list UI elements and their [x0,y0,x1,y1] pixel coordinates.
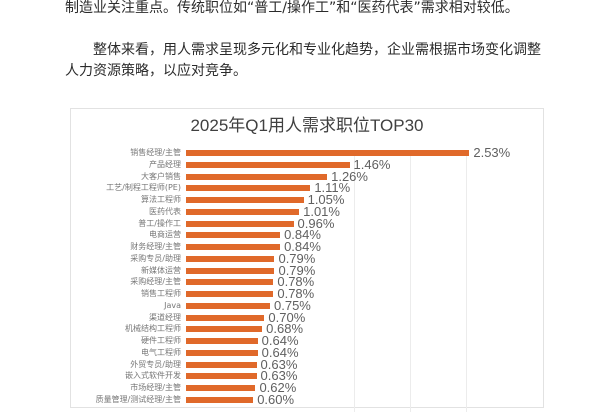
bar-row: 采购经理/主管 0.78% [70,274,544,290]
bar-value-label: 0.63% [260,356,298,372]
bar-category-label: 工艺/制程工程师(PE) [106,183,181,193]
bar [186,255,275,262]
bar-category-label: 普工/操作工 [138,218,181,228]
chart-card [70,108,544,408]
bar-category-label: 渠道经理 [149,312,181,322]
bar-row: 电商运营 0.84% [70,227,544,243]
bar-row: 销售工程师 0.78% [70,286,544,301]
bar-row: 电气工程师 0.64% [70,344,544,360]
bar-category-label: 外贸专员/助理 [130,359,181,369]
bar-value-label: 0.78% [277,274,315,290]
bar-category-label: 硬件工程师 [141,336,181,345]
bar-category-label: 产品经理 [149,159,181,169]
bar-category-label: 市场经理/主管 [130,383,181,392]
bar-category-label: 采购经理/主管 [130,277,181,287]
bar-value-label: 0.79% [278,250,316,266]
article-paragraph-1: 制造业关注重点。传统职位如“普工/操作工”和“医药代表”需求相对较低。 [65,0,519,16]
bar [186,197,304,203]
bar-row: 医药代表 1.01% [70,203,544,219]
bar [186,150,470,156]
bar-row: 外贸专员/助理 0.63% [70,356,544,372]
bar [186,302,270,309]
bar-value-label: 1.01% [303,203,340,219]
bar [186,373,257,380]
bar [186,291,274,297]
bar-row: 嵌入式软件开发 0.63% [70,368,544,384]
bar [186,232,281,239]
bar-value-label: 0.70% [268,309,306,325]
bar-category-label: 嵌入式软件开发 [125,371,181,381]
bar-value-label: 0.68% [266,321,304,337]
bar [186,349,258,356]
bar-row: 普工/操作工 0.96% [70,215,544,231]
bar-category-label: 销售工程师 [141,289,181,298]
bar-category-label: Java [164,300,181,310]
bar-category-label: 电气工程师 [141,347,181,357]
bar-row: 产品经理 1.46% [70,156,544,172]
bar-category-label: 采购专员/助理 [130,253,181,263]
bar [186,220,294,227]
gridline [466,152,467,412]
bar-category-label: 销售经理/主管 [130,148,181,157]
chart-title: 2025年Q1用人需求职位TOP30 [190,116,424,135]
bar [186,338,258,344]
bar-value-label: 2.53% [473,145,511,160]
bar-value-label: 1.11% [314,180,351,196]
bar [186,185,311,192]
bar [186,279,274,286]
bar-row: 市场经理/主管 0.62% [70,380,544,395]
gridline [410,152,411,412]
bar-category-label: 财务经理/主管 [130,242,181,251]
bar-row: 销售经理/主管 2.53% [70,145,544,160]
bar-value-label: 0.84% [284,239,321,254]
bar [186,314,265,321]
bar-row: 算法工程师 1.05% [70,192,544,207]
bar-value-label: 0.78% [277,286,315,301]
bar-row: 工艺/制程工程师(PE) 1.11% [70,180,544,196]
bar-category-label: 质量管理/测试经理/主管 [95,394,181,404]
bar-category-label: 大客户销售 [141,171,181,181]
bar [186,244,281,250]
bar-value-label: 0.60% [257,391,295,407]
bar [186,208,300,215]
bar-row: 采购专员/助理 0.79% [70,250,544,266]
bar-value-label: 0.84% [284,227,321,243]
bar-category-label: 医药代表 [149,206,181,216]
bar-value-label: 0.96% [297,215,335,231]
bar-row: Java 0.75% [70,297,544,313]
bar-value-label: 1.26% [331,168,368,184]
bar-row: 渠道经理 0.70% [70,309,544,325]
bar-value-label: 0.64% [261,344,299,360]
bar-value-label: 0.79% [278,262,316,278]
bar-row: 新媒体运营 0.79% [70,262,544,278]
article-paragraph-2: 整体来看，用人需求呈现多元化和专业化趋势，企业需根据市场变化调整人力资源策略，以… [65,42,541,79]
bar-value-label: 0.63% [260,368,298,384]
bar-row: 大客户销售 1.26% [70,168,544,184]
bar [186,361,257,368]
bar-category-label: 新媒体运营 [141,265,181,275]
bar-category-label: 机械结构工程师 [125,324,181,334]
bar-value-label: 0.75% [274,297,311,313]
bar [186,385,256,391]
bar-category-label: 算法工程师 [141,195,181,204]
bar-row: 硬件工程师 0.64% [70,333,544,348]
bar-row: 机械结构工程师 0.68% [70,321,544,337]
bar-value-label: 1.46% [353,156,391,172]
bar [186,161,350,168]
bar [186,267,275,274]
bar [186,326,263,333]
bar-value-label: 1.05% [307,192,345,207]
bar [186,173,328,180]
gridline [354,152,355,412]
bar-category-label: 电商运营 [149,230,181,240]
bar-row: 财务经理/主管 0.84% [70,239,544,254]
bar-value-label: 0.62% [259,380,297,395]
bar-value-label: 0.64% [261,333,299,348]
